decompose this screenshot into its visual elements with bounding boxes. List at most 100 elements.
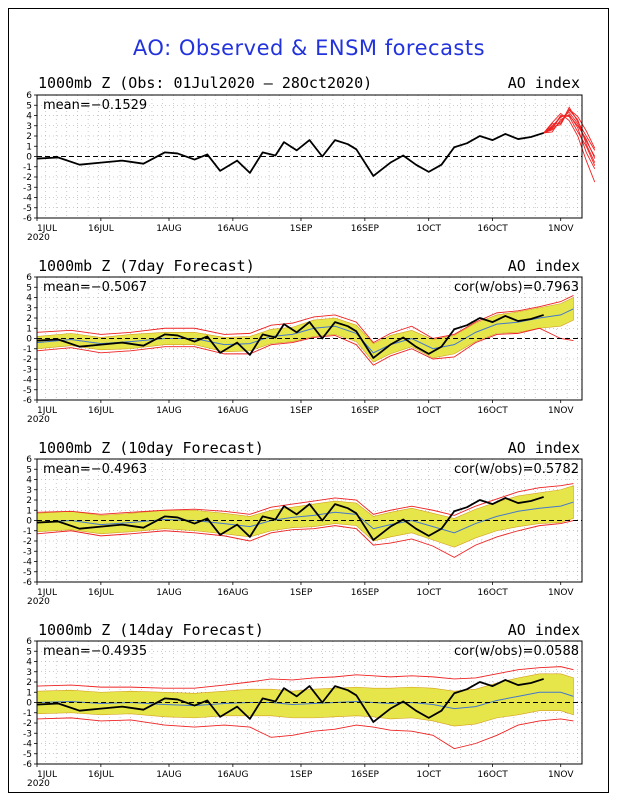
x-tick-label: 1NOV: [548, 406, 574, 416]
y-tick-label: 6: [26, 273, 32, 283]
y-tick-label: 5: [26, 647, 32, 657]
ensemble-member-line: [543, 111, 596, 157]
y-tick-label: 4: [26, 112, 32, 122]
y-tick-label: -5: [23, 386, 32, 396]
x-tick-label: 1AUG: [156, 406, 181, 416]
ensemble-min-line: [36, 717, 574, 750]
y-tick-label: 6: [26, 455, 32, 465]
y-tick-label: -1: [23, 345, 32, 355]
correlation-annotation: cor(w/obs)=0.5782: [454, 462, 579, 477]
y-tick-label: 4: [26, 294, 32, 304]
mean-annotation: mean=−0.4935: [43, 644, 147, 659]
ensemble-spread-band: [36, 297, 574, 363]
x-tick-label: 16SEP: [351, 406, 380, 416]
ensemble-max-line: [36, 666, 574, 689]
y-tick-label: 4: [26, 658, 32, 668]
ensemble-member-line: [543, 115, 596, 159]
y-tick-label: -6: [23, 760, 32, 770]
y-tick-label: -1: [23, 709, 32, 719]
x-tick-label: 16SEP: [351, 224, 380, 234]
x-tick-label: 16SEP: [351, 588, 380, 598]
y-tick-label: -5: [23, 750, 32, 760]
panel-1-title: 1000mb Z (Obs: 01Jul2020 – 28Oct2020): [38, 74, 373, 92]
y-tick-label: -6: [23, 214, 32, 224]
x-tick-label: 16AUG: [217, 224, 248, 234]
y-tick-label: -4: [23, 558, 32, 568]
y-tick-label: 1: [26, 688, 32, 698]
y-tick-label: -6: [23, 578, 32, 588]
x-tick-label: 16JUL: [88, 224, 114, 234]
y-tick-label: 0: [26, 517, 32, 527]
main-title: AO: Observed & ENSM forecasts: [132, 36, 486, 60]
y-tick-label: -2: [23, 173, 32, 183]
ensemble-member-line: [543, 113, 596, 170]
correlation-annotation: cor(w/obs)=0.0588: [454, 644, 579, 659]
y-tick-label: -2: [23, 719, 32, 729]
y-tick-label: 0: [26, 699, 32, 709]
y-tick-label: 2: [26, 678, 32, 688]
panel-4-index-label: AO index: [507, 621, 580, 639]
x-tick-label: 16JUL: [88, 770, 114, 780]
ensemble-mean-line: [36, 308, 574, 354]
y-tick-label: -3: [23, 729, 32, 739]
x-tick-label: 1AUG: [156, 224, 181, 234]
ensemble-spread-band: [36, 673, 574, 727]
mean-annotation: mean=−0.5067: [43, 280, 147, 295]
ensemble-member-line: [543, 108, 596, 149]
observed-line: [36, 314, 544, 359]
x-tick-label: 1AUG: [156, 770, 181, 780]
ensemble-min-line: [36, 327, 574, 366]
x-tick-label: 1JUL: [37, 224, 57, 234]
figure-frame: [8, 8, 609, 793]
x-tick-label: 16AUG: [217, 406, 248, 416]
x-tick-label: 16SEP: [351, 770, 380, 780]
y-tick-label: -5: [23, 568, 32, 578]
y-tick-label: -2: [23, 355, 32, 365]
x-tick-label: 1JUL: [37, 770, 57, 780]
y-tick-label: 2: [26, 496, 32, 506]
y-tick-label: 3: [26, 486, 32, 496]
x-year-label: 2020: [27, 597, 50, 607]
y-tick-label: -5: [23, 204, 32, 214]
y-tick-label: 6: [26, 91, 32, 101]
ensemble-member-line: [543, 115, 596, 166]
x-tick-label: 16JUL: [88, 406, 114, 416]
x-tick-label: 1NOV: [548, 224, 574, 234]
ensemble-min-line: [36, 520, 574, 558]
y-tick-label: 6: [26, 637, 32, 647]
y-tick-label: -4: [23, 740, 32, 750]
ensemble-max-line: [36, 483, 574, 516]
y-tick-label: 0: [26, 335, 32, 345]
ensemble-member-line: [543, 109, 596, 163]
x-tick-label: 16OCT: [477, 770, 508, 780]
y-tick-label: -2: [23, 537, 32, 547]
x-tick-label: 1SEP: [290, 406, 313, 416]
observed-line: [36, 678, 544, 723]
x-tick-label: 1SEP: [290, 770, 313, 780]
x-tick-label: 16AUG: [217, 588, 248, 598]
y-tick-label: 5: [26, 465, 32, 475]
y-tick-label: -3: [23, 547, 32, 557]
panel-2-title: 1000mb Z (7day Forecast): [38, 257, 255, 275]
y-tick-label: 1: [26, 324, 32, 334]
y-tick-label: -1: [23, 527, 32, 537]
x-tick-label: 16JUL: [88, 588, 114, 598]
x-tick-label: 1NOV: [548, 770, 574, 780]
x-tick-label: 1OCT: [416, 770, 441, 780]
y-tick-label: 3: [26, 668, 32, 678]
y-tick-label: -4: [23, 376, 32, 386]
observed-line: [36, 132, 544, 177]
y-tick-label: 2: [26, 132, 32, 142]
x-tick-label: 16OCT: [477, 588, 508, 598]
x-tick-label: 1OCT: [416, 406, 441, 416]
y-tick-label: 5: [26, 101, 32, 111]
y-tick-label: 1: [26, 142, 32, 152]
x-year-label: 2020: [27, 415, 50, 425]
ensemble-mean-line: [36, 691, 574, 710]
x-tick-label: 16OCT: [477, 224, 508, 234]
